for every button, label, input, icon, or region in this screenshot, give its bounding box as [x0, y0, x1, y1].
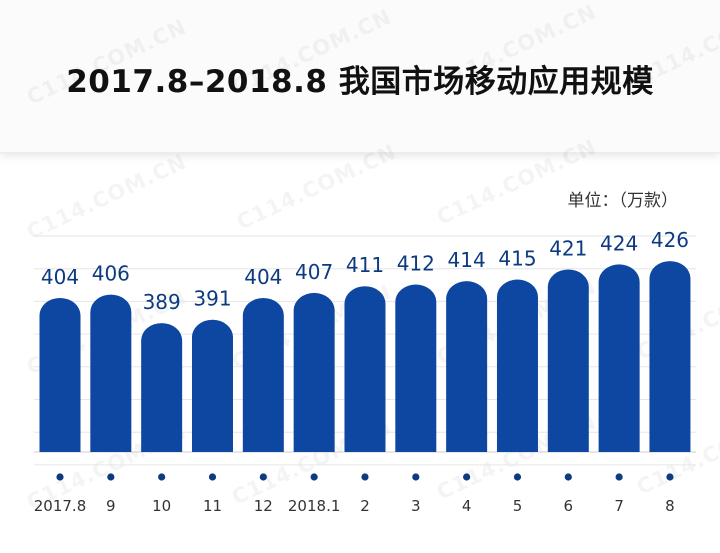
- bar: [395, 284, 437, 452]
- data-label: 406: [92, 262, 130, 286]
- bar: [141, 323, 183, 452]
- bar: [293, 292, 335, 452]
- tick-label: 4: [462, 497, 472, 515]
- data-label: 421: [549, 236, 587, 260]
- tick-label: 12: [254, 497, 273, 515]
- title-card: 2017.8–2018.8 我国市场移动应用规模: [0, 0, 720, 153]
- tick-marker: [564, 473, 572, 481]
- unit-label: 单位：（万款）: [567, 191, 679, 211]
- tick-label: 9: [106, 497, 116, 515]
- tick-label: 5: [513, 497, 523, 515]
- data-label: 389: [143, 290, 181, 314]
- data-label: 415: [498, 246, 536, 270]
- bar: [496, 279, 538, 452]
- tick-marker: [208, 473, 217, 481]
- tick-marker: [107, 473, 115, 481]
- data-label: 412: [397, 251, 435, 275]
- tick-marker: [666, 473, 674, 481]
- data-label: 426: [651, 228, 689, 252]
- chart-title: 2017.8–2018.8 我国市场移动应用规模: [66, 64, 654, 100]
- tick-label: 7: [614, 497, 624, 515]
- tick-marker: [158, 473, 166, 481]
- tick-label: 6: [564, 497, 574, 515]
- tick-marker: [615, 473, 623, 481]
- tick-label: 11: [203, 497, 222, 515]
- bar: [344, 286, 386, 452]
- data-label: 411: [346, 253, 384, 277]
- tick-label: 2018.1: [288, 497, 341, 515]
- bar: [242, 297, 284, 452]
- tick-label: 10: [152, 497, 171, 515]
- tick-label: 3: [411, 497, 421, 515]
- bar: [446, 281, 488, 452]
- bar: [598, 264, 640, 452]
- data-label: 424: [600, 231, 638, 255]
- data-label: 414: [448, 248, 486, 272]
- tick-label: 8: [665, 497, 675, 515]
- bar: [649, 261, 691, 452]
- data-label: 404: [244, 265, 282, 289]
- bar: [39, 297, 81, 452]
- tick-marker: [259, 473, 267, 481]
- tick-label: 2017.8: [34, 497, 87, 515]
- tick-marker: [310, 473, 318, 481]
- tick-marker: [513, 473, 522, 481]
- data-label: 407: [295, 260, 333, 284]
- tick-marker: [56, 473, 64, 481]
- tick-marker: [412, 473, 420, 481]
- tick-label: 2: [360, 497, 370, 515]
- bar: [90, 294, 132, 452]
- data-label: 404: [41, 265, 79, 289]
- tick-marker: [361, 473, 369, 481]
- tick-marker: [463, 473, 471, 481]
- bar: [547, 269, 589, 452]
- data-label: 391: [193, 287, 231, 311]
- bar: [191, 319, 233, 452]
